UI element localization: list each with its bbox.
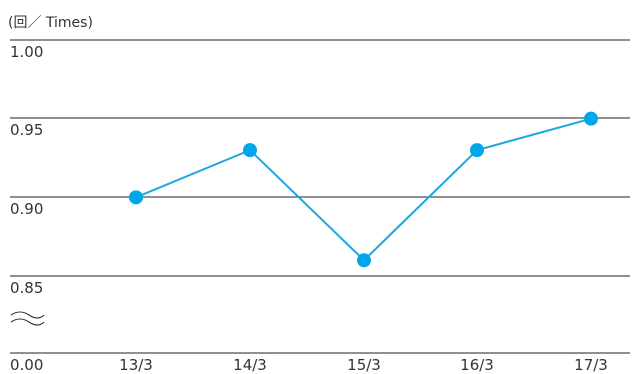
data-point: [243, 143, 257, 158]
x-tick-label: 14/3: [233, 356, 267, 374]
x-tick-label: 15/3: [347, 356, 381, 374]
axis-break-icon: [10, 311, 45, 326]
data-point: [584, 111, 598, 126]
y-tick-labels: 1.00 0.95 0.90 0.85 0.00: [10, 43, 43, 374]
y-tick-label: 0.85: [10, 279, 43, 297]
y-unit-label: (回／ Times): [8, 15, 93, 31]
x-tick-label: 13/3: [119, 356, 153, 374]
series-line: [135, 117, 592, 262]
data-point: [470, 143, 484, 158]
data-points: [129, 111, 598, 268]
x-tick-label: 17/3: [574, 356, 608, 374]
data-point: [357, 253, 371, 268]
y-tick-label: 0.90: [10, 200, 43, 218]
y-tick-label: 0.95: [10, 121, 43, 139]
x-tick-label: 16/3: [460, 356, 494, 374]
x-tick-labels: 13/3 14/3 15/3 16/3 17/3: [119, 356, 608, 374]
y-tick-label: 0.00: [10, 356, 43, 374]
y-tick-label: 1.00: [10, 43, 43, 61]
gridlines: [10, 39, 630, 354]
data-point: [129, 190, 143, 205]
